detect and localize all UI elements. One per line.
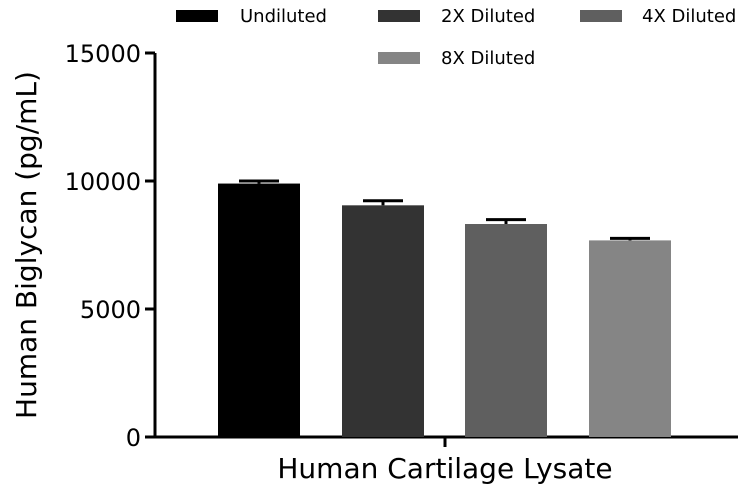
bar-2x-diluted xyxy=(342,205,424,437)
bar-undiluted xyxy=(218,183,300,437)
legend-item-4x-diluted: 4X Diluted xyxy=(580,6,736,27)
legend: Undiluted 2X Diluted 4X Diluted 8X Dilut… xyxy=(176,6,736,69)
legend-label-8x-diluted: 8X Diluted xyxy=(441,48,535,69)
legend-item-2x-diluted: 2X Diluted xyxy=(378,6,535,27)
legend-swatch-undiluted xyxy=(176,10,218,22)
y-axis: 0 5000 10000 15000 Human Biglycan (pg/mL… xyxy=(10,40,157,452)
y-tick-label-15000: 15000 xyxy=(65,40,141,68)
bars xyxy=(218,183,671,437)
bar-4x-diluted xyxy=(465,224,547,437)
legend-item-8x-diluted: 8X Diluted xyxy=(378,48,535,69)
legend-swatch-2x-diluted xyxy=(378,10,420,22)
legend-label-2x-diluted: 2X Diluted xyxy=(441,6,535,27)
y-tick-label-10000: 10000 xyxy=(65,168,141,196)
bar-8x-diluted xyxy=(589,240,671,437)
legend-label-4x-diluted: 4X Diluted xyxy=(642,6,736,27)
legend-label-undiluted: Undiluted xyxy=(240,6,327,27)
x-axis: Human Cartilage Lysate xyxy=(155,435,738,485)
legend-item-undiluted: Undiluted xyxy=(176,6,327,27)
error-bar-8x-diluted xyxy=(610,236,650,241)
x-axis-title: Human Cartilage Lysate xyxy=(277,452,612,485)
legend-swatch-8x-diluted xyxy=(378,52,420,64)
legend-swatch-4x-diluted xyxy=(580,10,622,22)
error-bar-4x-diluted xyxy=(486,218,526,225)
error-bars xyxy=(239,179,650,241)
y-tick-label-5000: 5000 xyxy=(80,296,141,324)
y-tick-label-0: 0 xyxy=(126,424,141,452)
error-bar-undiluted xyxy=(239,179,279,184)
y-axis-title: Human Biglycan (pg/mL) xyxy=(10,71,43,419)
error-bar-2x-diluted xyxy=(363,199,403,206)
